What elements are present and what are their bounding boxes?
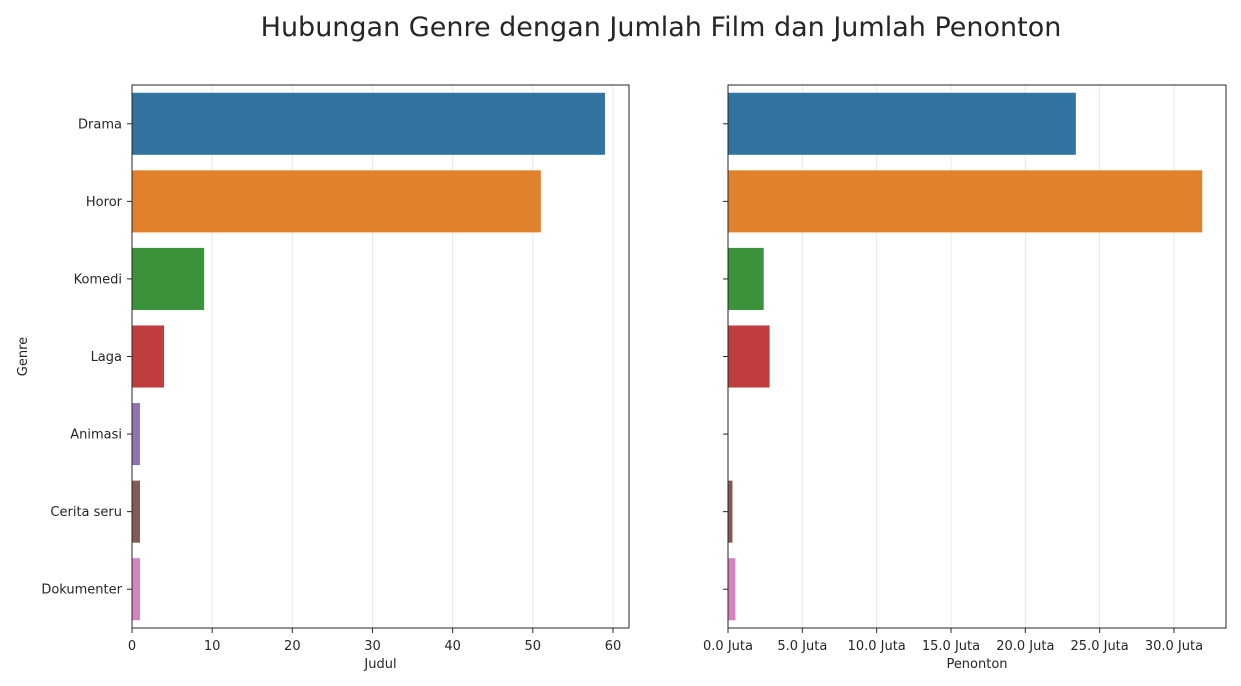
bar-laga: [728, 325, 770, 388]
bar-komedi: [132, 247, 205, 310]
y-tick-label: Drama: [78, 117, 122, 132]
x-tick-label: 15.0 Juta: [922, 639, 980, 654]
x-axis-label: Penonton: [946, 657, 1007, 672]
x-tick-label: 20.0 Juta: [996, 639, 1054, 654]
bar-animasi: [132, 403, 141, 466]
bar-horor: [132, 170, 541, 233]
x-tick-label: 60: [605, 639, 622, 654]
x-tick-label: 10: [204, 639, 221, 654]
x-tick-label: 40: [444, 639, 461, 654]
bar-laga: [132, 325, 165, 388]
bar-cerita-seru: [132, 480, 141, 543]
y-tick-label: Animasi: [70, 428, 122, 443]
x-tick-label: 10.0 Juta: [848, 639, 906, 654]
bar-drama: [728, 92, 1076, 155]
y-tick-label: Horor: [86, 195, 123, 210]
x-tick-label: 0.0 Juta: [703, 639, 753, 654]
left-panel-judul: Drama Horor Komedi Laga Animasi Cerita seru Do…: [16, 84, 630, 672]
bar-horor: [728, 170, 1203, 233]
x-tick-label: 0: [128, 639, 136, 654]
bar-drama: [132, 92, 605, 155]
x-tick-label: 5.0 Juta: [777, 639, 827, 654]
y-tick-label: Cerita seru: [50, 505, 122, 520]
y-axis-label: Genre: [16, 337, 31, 376]
x-axis-label: Judul: [363, 657, 396, 672]
axes-frame: [131, 84, 630, 629]
chart-title: Hubungan Genre dengan Jumlah Film dan Ju…: [261, 12, 1062, 43]
x-tick-label: 30: [364, 639, 381, 654]
y-tick-label: Dokumenter: [41, 583, 122, 598]
x-tick-label: 30.0 Juta: [1145, 639, 1203, 654]
bar-dokumenter: [728, 558, 736, 621]
right-panel-penonton: 0.0 Juta 5.0 Juta 10.0 Juta 15.0 Juta 20.0 J…: [703, 84, 1227, 672]
y-tick-label: Laga: [91, 350, 122, 365]
bar-cerita-seru: [728, 480, 733, 543]
bar-komedi: [728, 247, 764, 310]
x-tick-label: 20: [284, 639, 301, 654]
x-tick-label: 25.0 Juta: [1071, 639, 1129, 654]
x-tick-label: 50: [525, 639, 542, 654]
bar-dokumenter: [132, 558, 141, 621]
y-tick-label: Komedi: [74, 272, 122, 287]
